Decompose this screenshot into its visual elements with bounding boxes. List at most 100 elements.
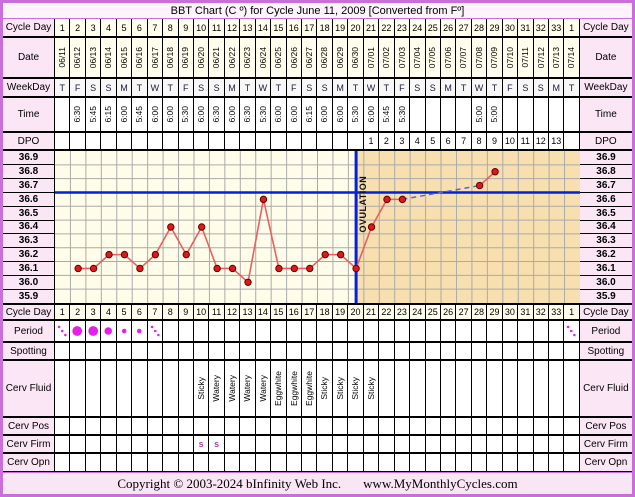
spotting-row-cell-day-30 xyxy=(502,343,519,359)
weekday-row-value: S xyxy=(429,82,436,93)
time-row-value: 6:00 xyxy=(165,106,176,123)
cycle-day-row-bottom-value: 25 xyxy=(427,307,438,317)
spotting-row-cell-day-34 xyxy=(564,343,580,359)
cerv-pos-row-cell-day-12 xyxy=(224,418,241,434)
cycle-day-row-value: 2 xyxy=(75,22,81,33)
cerv-opn-row-cell-day-6 xyxy=(132,454,148,471)
date-row-cell-day-28: 07/08 xyxy=(471,38,488,77)
temp-point-day-28 xyxy=(475,181,484,190)
date-row-value: 06/22 xyxy=(226,46,237,69)
date-row-cell-day-23: 07/03 xyxy=(394,38,411,77)
cycle-day-row-bottom-value: 1 xyxy=(569,307,575,317)
temp-point-day-5 xyxy=(120,250,129,259)
period-row-cell-day-34 xyxy=(564,321,580,341)
weekday-row-value: S xyxy=(522,82,529,93)
date-row-cell-day-6: 06/16 xyxy=(132,38,148,77)
period-row-cell-day-16 xyxy=(286,321,302,341)
cycle-day-row-bottom-value: 23 xyxy=(396,307,407,317)
cycle-day-row-bottom-cell-day-19: 19 xyxy=(332,305,349,319)
weekday-row-cell-day-20: T xyxy=(348,79,364,96)
temp-point-day-18 xyxy=(321,250,329,259)
cycle-day-row-cell-day-8: 8 xyxy=(163,19,179,36)
period-row-cell-day-19 xyxy=(332,321,349,341)
cycle-day-row-cell-day-1: 1 xyxy=(55,19,71,36)
dpo-row-cell-day-19 xyxy=(332,133,349,149)
footer: Copyright © 2003-2024 bInfinity Web Inc.… xyxy=(3,472,632,494)
weekday-row-cell-day-33: M xyxy=(549,79,565,96)
period-row-cell-day-8 xyxy=(163,321,179,341)
cerv-fluid-row-cell-day-24 xyxy=(410,361,426,416)
temp-point-day-10 xyxy=(197,223,206,231)
date-row-cell-day-10: 06/20 xyxy=(193,38,210,77)
time-row-value: 5:30 xyxy=(350,106,361,123)
cycle-day-row-bottom-value: 13 xyxy=(242,307,253,317)
cycle-day-row-cell-day-19: 19 xyxy=(332,19,349,36)
time-row: Time 6:30 5:45 6:15 6:00 5:45 6:00 6:00 5:30 6:00… xyxy=(3,98,632,133)
date-row-value: 07/12 xyxy=(535,46,546,69)
cerv-fluid-value: Watery xyxy=(257,375,268,402)
time-row-label-left: Time xyxy=(3,98,55,131)
cerv-fluid-row-cell-day-33 xyxy=(549,361,565,416)
period-row-cell-day-3 xyxy=(85,321,102,341)
cycle-day-row-value: 20 xyxy=(350,22,361,33)
temp-label: 36.3 xyxy=(580,234,632,249)
date-row-cell-day-9: 06/19 xyxy=(178,38,194,77)
weekday-row-value: W xyxy=(258,82,268,93)
cerv-opn-row-cell-day-20 xyxy=(348,454,364,471)
cerv-opn-row-cell-day-12 xyxy=(224,454,241,471)
time-row-cell-day-29: 5:00 xyxy=(487,98,503,131)
cerv-fluid-row-cell-day-2 xyxy=(70,361,86,416)
cycle-day-row-cell-day-16: 16 xyxy=(286,19,302,36)
cycle-day-row-cell-day-23: 23 xyxy=(394,19,411,36)
cycle-day-row-cell-day-6: 6 xyxy=(132,19,148,36)
cerv-firm-row-cell-day-21 xyxy=(363,436,380,452)
dpo-row-cell-day-17 xyxy=(302,133,318,149)
cycle-day-row-cell-day-21: 21 xyxy=(363,19,380,36)
time-row-cell-day-27 xyxy=(456,98,472,131)
cerv-opn-row-cell-day-14 xyxy=(255,454,272,471)
cycle-day-row-bottom-cell-day-10: 10 xyxy=(193,305,210,319)
spotting-row-cell-day-16 xyxy=(286,343,302,359)
cerv-fluid-row-label-right: Cerv Fluid xyxy=(579,361,632,416)
cycle-day-row-bottom-cell-day-31: 31 xyxy=(518,305,534,319)
cerv-firm-row-cell-day-26 xyxy=(440,436,457,452)
cerv-fluid-value: Eggwhite xyxy=(288,371,299,406)
cycle-day-row-value: 3 xyxy=(90,22,96,33)
cycle-day-row-value: 13 xyxy=(242,22,253,33)
cerv-firm-row-cell-day-20 xyxy=(348,436,364,452)
cerv-fluid-row-cell-day-12: Watery xyxy=(224,361,241,416)
time-row-value: 6:00 xyxy=(334,106,345,123)
time-row-cell-day-4: 6:15 xyxy=(101,98,117,131)
dpo-row-cell-day-7 xyxy=(147,133,164,149)
date-row-cell-day-17: 06/27 xyxy=(302,38,318,77)
cycle-day-row-cell-day-2: 2 xyxy=(70,19,86,36)
cycle-day-row-value: 1 xyxy=(569,22,575,33)
time-row-value: 6:00 xyxy=(149,106,160,123)
weekday-row-value: S xyxy=(537,82,544,93)
date-row-cell-day-32: 07/12 xyxy=(533,38,549,77)
cycle-day-row-value: 7 xyxy=(152,22,158,33)
period-row-label-left: Period xyxy=(3,321,55,341)
cerv-fluid-value: Sticky xyxy=(334,377,345,400)
period-row-cell-day-20 xyxy=(348,321,364,341)
dpo-row-cell-day-23: 3 xyxy=(394,133,411,149)
cycle-day-row-value: 26 xyxy=(443,22,454,33)
site-link[interactable]: www.MyMonthlyCycles.com xyxy=(363,475,518,491)
cycle-day-row-bottom-cell-day-21: 21 xyxy=(363,305,380,319)
cerv-fluid-row-cell-day-11: Watery xyxy=(209,361,225,416)
cycle-day-row-bottom-cell-day-9: 9 xyxy=(178,305,194,319)
cerv-firm-row-cell-day-4 xyxy=(101,436,117,452)
weekday-row-cell-day-12: M xyxy=(224,79,241,96)
weekday-row-value: T xyxy=(491,82,498,93)
dpo-row-value: 5 xyxy=(430,136,436,146)
date-row-value: 06/23 xyxy=(242,46,253,69)
date-row-cell-day-24: 07/04 xyxy=(410,38,426,77)
temp-point-day-2 xyxy=(74,264,82,273)
temp-label: 35.9 xyxy=(596,291,616,303)
spotting-row-cell-day-31 xyxy=(518,343,534,359)
cerv-pos-row-cell-day-34 xyxy=(564,418,580,434)
period-row-cell-day-9 xyxy=(178,321,194,341)
time-row-value: 6:00 xyxy=(288,106,299,123)
dpo-row-cell-day-12 xyxy=(224,133,241,149)
